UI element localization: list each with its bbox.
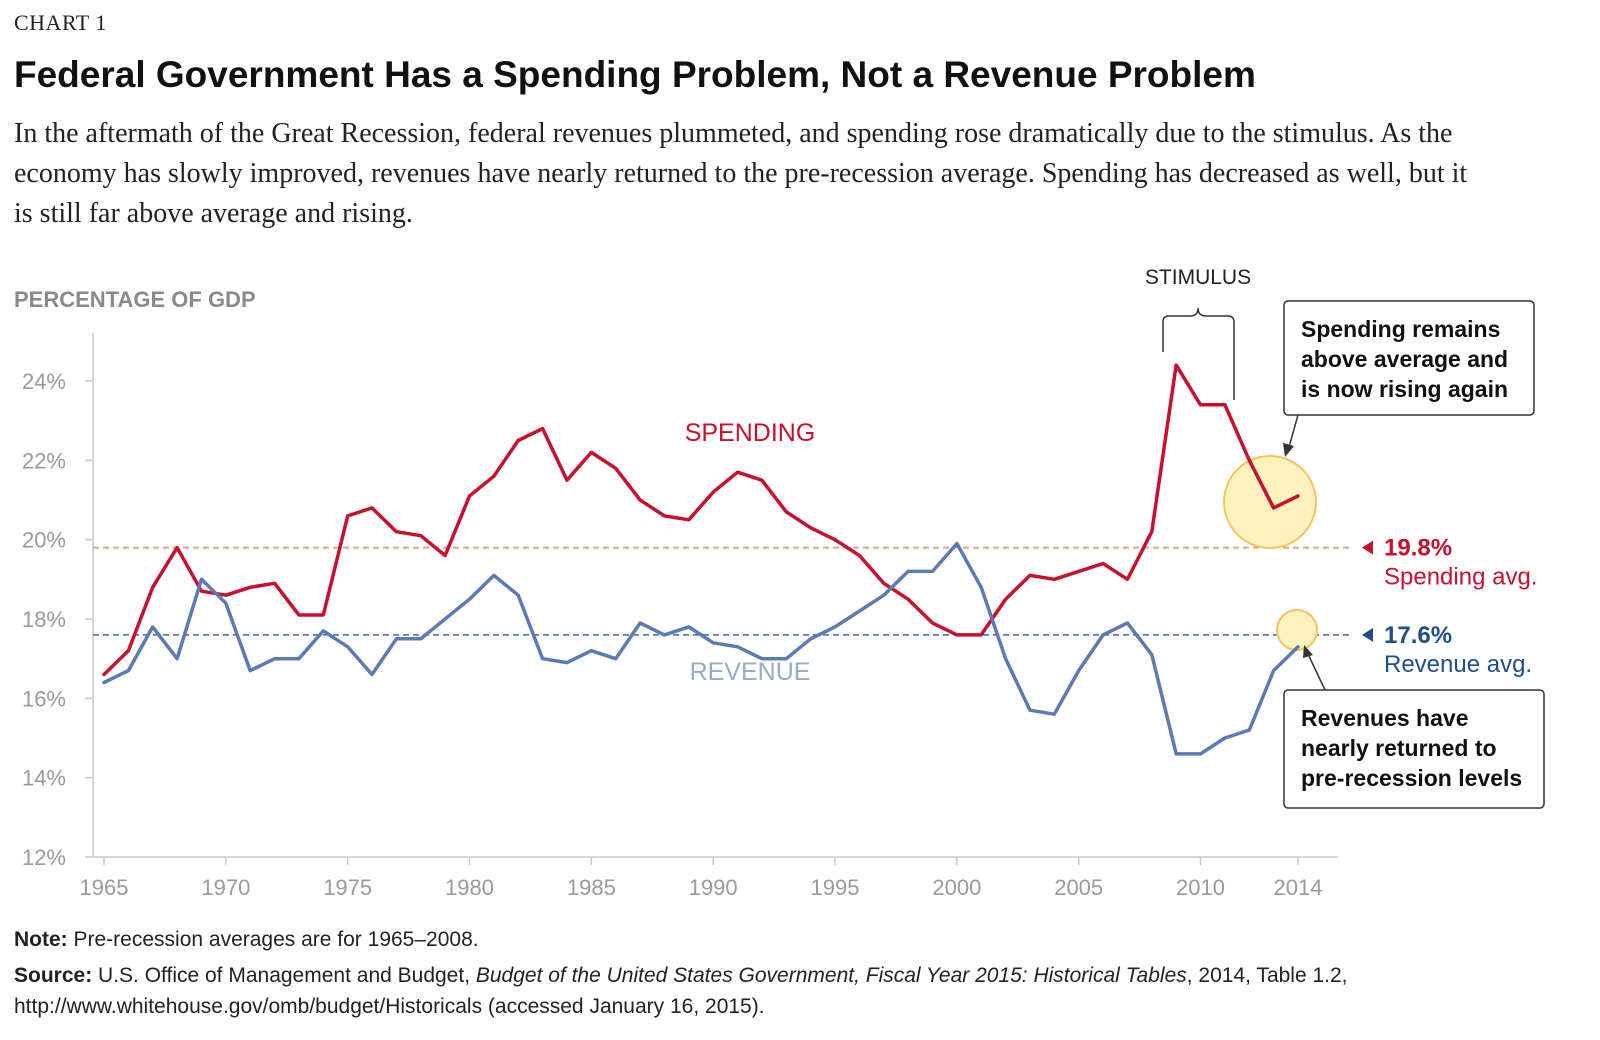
revenue-callout-text: nearly returned to <box>1301 735 1497 761</box>
revenue-callout-box <box>1283 689 1545 809</box>
spending-callout-text: above average and <box>1301 346 1508 372</box>
x-tick-label: 1975 <box>323 875 372 900</box>
source: Source: U.S. Office of Management and Bu… <box>14 960 1574 1022</box>
source-text-2: , 2014, Table 1.2, http://www.whitehouse… <box>14 964 1348 1018</box>
spending-series-label: SPENDING <box>685 419 816 447</box>
footnote: Note: Pre-recession averages are for 196… <box>14 928 479 952</box>
y-axis-label: PERCENTAGE OF GDP <box>14 287 256 312</box>
x-tick-label: 2000 <box>932 875 981 900</box>
x-tick-label: 2005 <box>1054 875 1103 900</box>
stimulus-label: STIMULUS <box>1145 266 1251 289</box>
x-tick-label: 1980 <box>445 875 494 900</box>
chart-title: Federal Government Has a Spending Proble… <box>14 54 1256 95</box>
spending-average-marker <box>1362 540 1373 555</box>
note-text: Pre-recession averages are for 1965–2008… <box>67 928 479 951</box>
y-tick-label: 12% <box>22 845 66 870</box>
x-tick-label: 1985 <box>567 875 616 900</box>
revenue-callout-arrowhead <box>1303 645 1313 658</box>
y-tick-label: 16% <box>22 686 66 711</box>
x-tick-label: 1995 <box>811 875 860 900</box>
spending-callout-arrow-line <box>1288 414 1299 448</box>
x-tick-label: 1990 <box>689 875 738 900</box>
source-title: Budget of the United States Government, … <box>475 964 1187 987</box>
revenue-series-label: REVENUE <box>690 658 811 686</box>
chart-label: CHART 1 <box>14 10 107 35</box>
revenue-line <box>102 541 1300 756</box>
x-tick-label: 1970 <box>201 875 250 900</box>
revenue-average-value: 17.6% <box>1384 622 1452 649</box>
y-tick-label: 18% <box>22 607 66 632</box>
note-label: Note: <box>14 928 68 951</box>
revenue-highlight-circle <box>1276 609 1318 651</box>
source-text-1: U.S. Office of Management and Budget, <box>92 964 476 987</box>
spending-callout-arrowhead <box>1283 443 1294 457</box>
chart-subtitle: In the aftermath of the Great Recession,… <box>14 118 1468 229</box>
y-tick-label: 14% <box>22 766 66 791</box>
spending-average-label: Spending avg. <box>1384 564 1537 591</box>
spending-callout-text: Spending remains <box>1301 316 1500 342</box>
x-tick-label: 2014 <box>1274 875 1323 900</box>
revenue-callout-text: pre-recession levels <box>1301 765 1522 791</box>
spending-callout-text: is now rising again <box>1301 376 1508 402</box>
revenue-average-label: Revenue avg. <box>1384 651 1532 678</box>
line-chart: PERCENTAGE OF GDP 12% 14% 16% 18% 20% 22% 24% 19… <box>14 266 1545 900</box>
x-tick-label: 1965 <box>80 875 129 900</box>
y-tick-label: 24% <box>22 369 66 394</box>
revenue-average-marker <box>1362 627 1373 642</box>
spending-average-value: 19.8% <box>1384 535 1452 562</box>
revenue-callout-text: Revenues have <box>1301 705 1468 731</box>
stimulus-bracket <box>1162 307 1235 400</box>
x-tick-label: 2010 <box>1176 875 1225 900</box>
y-tick-label: 22% <box>22 448 66 473</box>
y-tick-label: 20% <box>22 528 66 553</box>
spending-line <box>102 363 1300 677</box>
revenue-callout-arrow-line <box>1307 653 1326 691</box>
spending-callout-box <box>1283 300 1535 416</box>
source-label: Source: <box>14 964 93 987</box>
